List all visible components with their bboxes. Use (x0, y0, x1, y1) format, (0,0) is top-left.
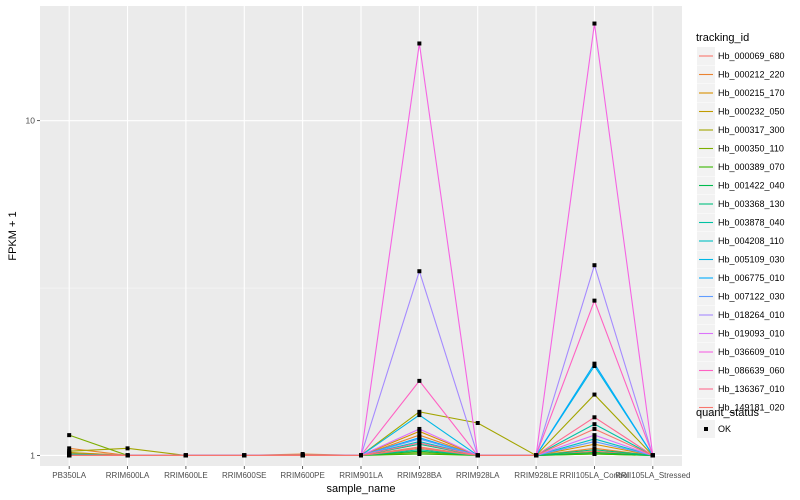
legend-label: Hb_000232_050 (718, 107, 785, 117)
y-axis-ticks: 1 10 (26, 116, 40, 460)
data-point (650, 453, 655, 458)
data-point (300, 453, 305, 458)
legend: tracking_id Hb_000069_680Hb_000212_220Hb… (696, 32, 785, 438)
legend-label: Hb_149181_020 (718, 403, 785, 413)
x-tick-label: RRIM600SE (222, 471, 266, 480)
x-tick-label: RRIM600LE (164, 471, 208, 480)
data-point (592, 422, 597, 427)
data-point (534, 453, 539, 458)
legend-label: Hb_006775_010 (718, 273, 785, 283)
data-point (592, 263, 597, 268)
data-point (417, 446, 422, 451)
legend-status-symbol (704, 427, 708, 431)
data-point (592, 426, 597, 431)
data-point (592, 363, 597, 368)
x-tick-label: RRIM928BA (397, 471, 442, 480)
legend-label: Hb_086639_060 (718, 366, 785, 376)
y-tick-label: 10 (26, 116, 36, 126)
data-point (417, 413, 422, 418)
data-point (417, 452, 422, 457)
data-point (417, 429, 422, 434)
legend-label: Hb_004208_110 (718, 236, 784, 246)
data-point (242, 453, 247, 458)
x-tick-label: RRIM928LE (514, 471, 558, 480)
legend-label: Hb_036609_010 (718, 347, 785, 357)
x-tick-label: PB350LA (52, 471, 86, 480)
x-tick-label: RRII105LA_Control (560, 471, 630, 480)
data-point (592, 392, 597, 397)
data-point (592, 361, 597, 366)
data-point (67, 433, 72, 438)
data-point (475, 453, 480, 458)
data-point (417, 433, 422, 438)
y-tick-label: 1 (30, 450, 35, 460)
legend-label: Hb_003368_130 (718, 199, 785, 209)
y-axis-label: FPKM + 1 (7, 211, 19, 260)
data-point (592, 447, 597, 452)
data-point (592, 433, 597, 438)
data-point (125, 453, 130, 458)
legend-label: Hb_007122_030 (718, 292, 785, 302)
data-point (592, 439, 597, 444)
data-point (417, 41, 422, 46)
legend-label: Hb_000389_070 (718, 162, 785, 172)
legend-label: Hb_019093_010 (718, 329, 785, 339)
legend-label: Hb_000317_300 (718, 125, 785, 135)
x-axis-label: sample_name (326, 483, 395, 495)
data-point (417, 269, 422, 274)
data-point (183, 453, 188, 458)
legend-label: Hb_000212_220 (718, 70, 785, 80)
x-tick-label: RRIM600PE (280, 471, 324, 480)
x-tick-label: RRIM901LA (339, 471, 383, 480)
legend-label: Hb_000215_170 (718, 88, 785, 98)
legend-label: Hb_000069_680 (718, 51, 785, 61)
data-points (67, 21, 655, 458)
data-point (592, 442, 597, 447)
legend-label: Hb_000350_110 (718, 144, 784, 154)
legend-status-label: OK (718, 424, 731, 434)
legend-label: Hb_001422_040 (718, 181, 785, 191)
data-point (417, 440, 422, 445)
legend-title: tracking_id (696, 32, 749, 44)
legend-items: Hb_000069_680 Hb_000212_220 Hb_000215_170 H… (697, 47, 785, 417)
data-point (417, 378, 422, 383)
data-point (592, 21, 597, 26)
data-point (67, 446, 72, 451)
data-point (592, 450, 597, 455)
x-tick-label: RRIM600LA (106, 471, 150, 480)
data-point (592, 436, 597, 441)
x-tick-label: RRII105LA_Stressed (615, 471, 690, 480)
major-gridlines (40, 6, 682, 466)
data-point (417, 409, 422, 414)
data-point (592, 298, 597, 303)
x-axis-ticks: PB350LA RRIM600LA RRIM600LE RRIM600SE RRIM60… (52, 466, 690, 480)
x-tick-label: RRIM928LA (456, 471, 500, 480)
data-point (475, 421, 480, 426)
data-point (67, 449, 72, 454)
legend-label: Hb_136367_010 (718, 384, 785, 394)
data-point (592, 415, 597, 420)
legend-label: Hb_018264_010 (718, 310, 785, 320)
legend-label: Hb_005109_030 (718, 255, 785, 265)
data-point (417, 436, 422, 441)
data-point (359, 453, 363, 458)
data-point (125, 446, 130, 451)
data-point (67, 453, 72, 458)
data-point (417, 426, 422, 431)
legend-label: Hb_003878_040 (718, 218, 785, 228)
legend-status-title: quant_status (696, 407, 759, 419)
